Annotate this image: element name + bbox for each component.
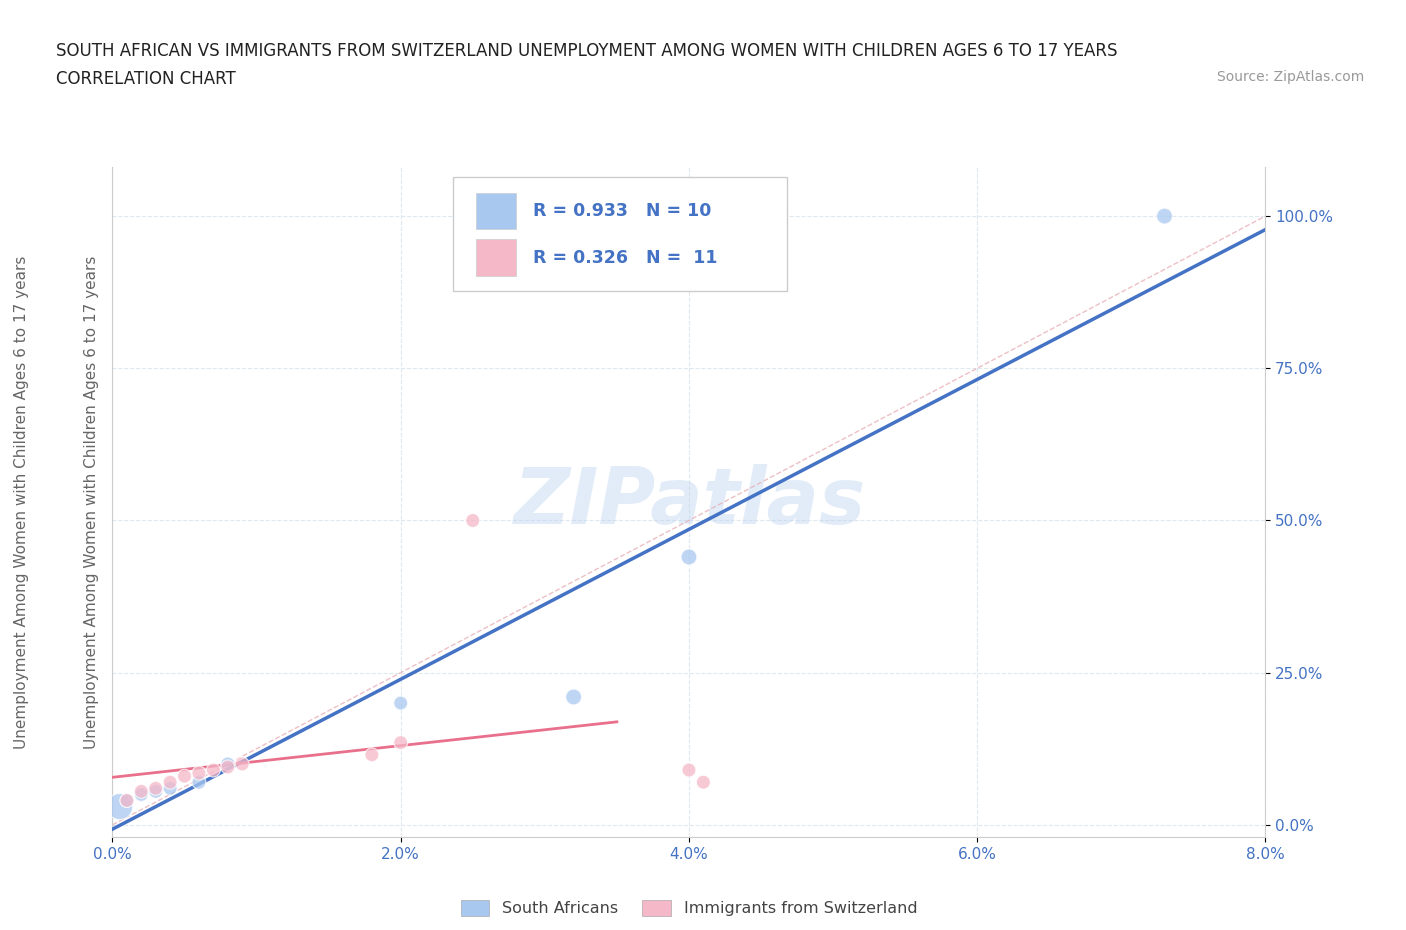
Point <box>173 769 195 784</box>
Point <box>360 748 382 763</box>
Text: ZIPatlas: ZIPatlas <box>513 464 865 540</box>
Point <box>562 689 585 704</box>
Text: SOUTH AFRICAN VS IMMIGRANTS FROM SWITZERLAND UNEMPLOYMENT AMONG WOMEN WITH CHILD: SOUTH AFRICAN VS IMMIGRANTS FROM SWITZER… <box>56 42 1118 60</box>
Point <box>129 784 153 799</box>
Text: Unemployment Among Women with Children Ages 6 to 17 years: Unemployment Among Women with Children A… <box>14 256 28 749</box>
Point <box>389 696 412 711</box>
Text: CORRELATION CHART: CORRELATION CHART <box>56 70 236 87</box>
Point <box>389 736 412 751</box>
Point <box>115 793 138 808</box>
Text: R = 0.933   N = 10: R = 0.933 N = 10 <box>533 202 711 219</box>
Point <box>188 765 211 780</box>
Point <box>231 756 253 771</box>
Text: Source: ZipAtlas.com: Source: ZipAtlas.com <box>1216 70 1364 84</box>
Point <box>217 756 239 771</box>
Legend: South Africans, Immigrants from Switzerland: South Africans, Immigrants from Switzerl… <box>454 894 924 923</box>
Point <box>145 781 167 796</box>
Point <box>678 550 700 565</box>
Bar <box>475 239 516 276</box>
Point <box>115 793 138 808</box>
Point <box>159 775 181 790</box>
Point <box>145 784 167 799</box>
Point <box>129 787 153 802</box>
Point <box>678 763 700 777</box>
Point <box>692 775 714 790</box>
Point <box>461 513 484 528</box>
Point <box>1153 208 1175 223</box>
FancyBboxPatch shape <box>453 178 787 291</box>
Point <box>202 763 225 777</box>
Point <box>159 781 181 796</box>
Point <box>217 760 239 775</box>
Point <box>188 775 211 790</box>
Point <box>108 799 131 814</box>
Y-axis label: Unemployment Among Women with Children Ages 6 to 17 years: Unemployment Among Women with Children A… <box>83 256 98 749</box>
Bar <box>475 193 516 230</box>
Text: R = 0.326   N =  11: R = 0.326 N = 11 <box>533 249 718 267</box>
